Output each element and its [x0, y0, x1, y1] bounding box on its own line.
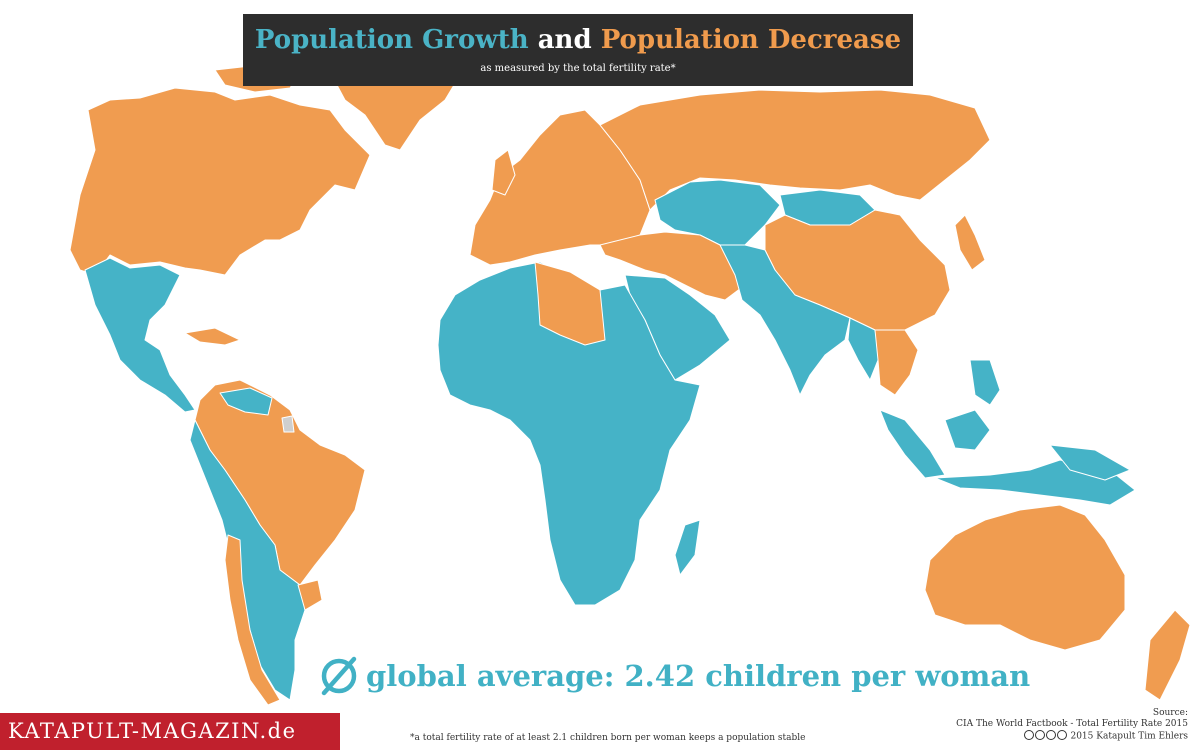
region-madagascar: [674, 519, 701, 576]
region-french-guiana: [281, 415, 295, 433]
region-chile: [224, 534, 281, 706]
global-average: global average: 2.42 children per woman: [318, 652, 1030, 700]
region-japan: [954, 214, 986, 271]
empty-set-icon: [321, 656, 357, 696]
footnote: *a total fertility rate of at least 2.1 …: [410, 733, 806, 743]
region-south-asia: [719, 244, 851, 396]
title-growth: Population Growth: [254, 25, 529, 55]
source-line2-wrap: 2015 Katapult Tim Ehlers: [956, 730, 1188, 742]
region-russia: [599, 89, 991, 211]
page-title: Population Growth and Population Decreas…: [243, 24, 913, 56]
subtitle: as measured by the total fertility rate*: [480, 63, 676, 74]
title-banner: Population Growth and Population Decreas…: [243, 14, 913, 86]
region-philippines: [969, 359, 1001, 406]
source-line1: CIA The World Factbook - Total Fertility…: [956, 719, 1188, 729]
region-new-guinea: [1049, 444, 1131, 481]
region-middle-east: [599, 231, 746, 301]
region-uk: [491, 149, 516, 196]
region-north-america: [69, 87, 371, 276]
region-indonesia-west: [879, 409, 946, 479]
title-decrease: Population Decrease: [600, 25, 902, 55]
source-block: Source: CIA The World Factbook - Total F…: [956, 708, 1188, 742]
region-south-america-west: [189, 419, 306, 701]
region-uruguay: [297, 579, 323, 611]
region-australia: [924, 504, 1126, 651]
region-mexico-central-america: [84, 257, 196, 413]
brand-label[interactable]: KATAPULT-MAGAZIN.de: [0, 713, 340, 750]
region-borneo: [944, 409, 991, 451]
region-venezuela-guyana: [219, 387, 273, 416]
region-new-zealand: [1144, 609, 1191, 701]
source-line2: 2015 Katapult Tim Ehlers: [1070, 731, 1188, 742]
title-and: and: [537, 25, 592, 55]
region-thailand-vietnam: [874, 329, 919, 396]
source-label: Source:: [1152, 708, 1188, 718]
region-caribbean: [184, 327, 241, 346]
creative-commons-icon: [1023, 730, 1068, 742]
global-average-text: global average: 2.42 children per woman: [366, 659, 1031, 693]
region-libya-tunisia: [534, 261, 606, 346]
region-central-asia: [654, 179, 781, 246]
